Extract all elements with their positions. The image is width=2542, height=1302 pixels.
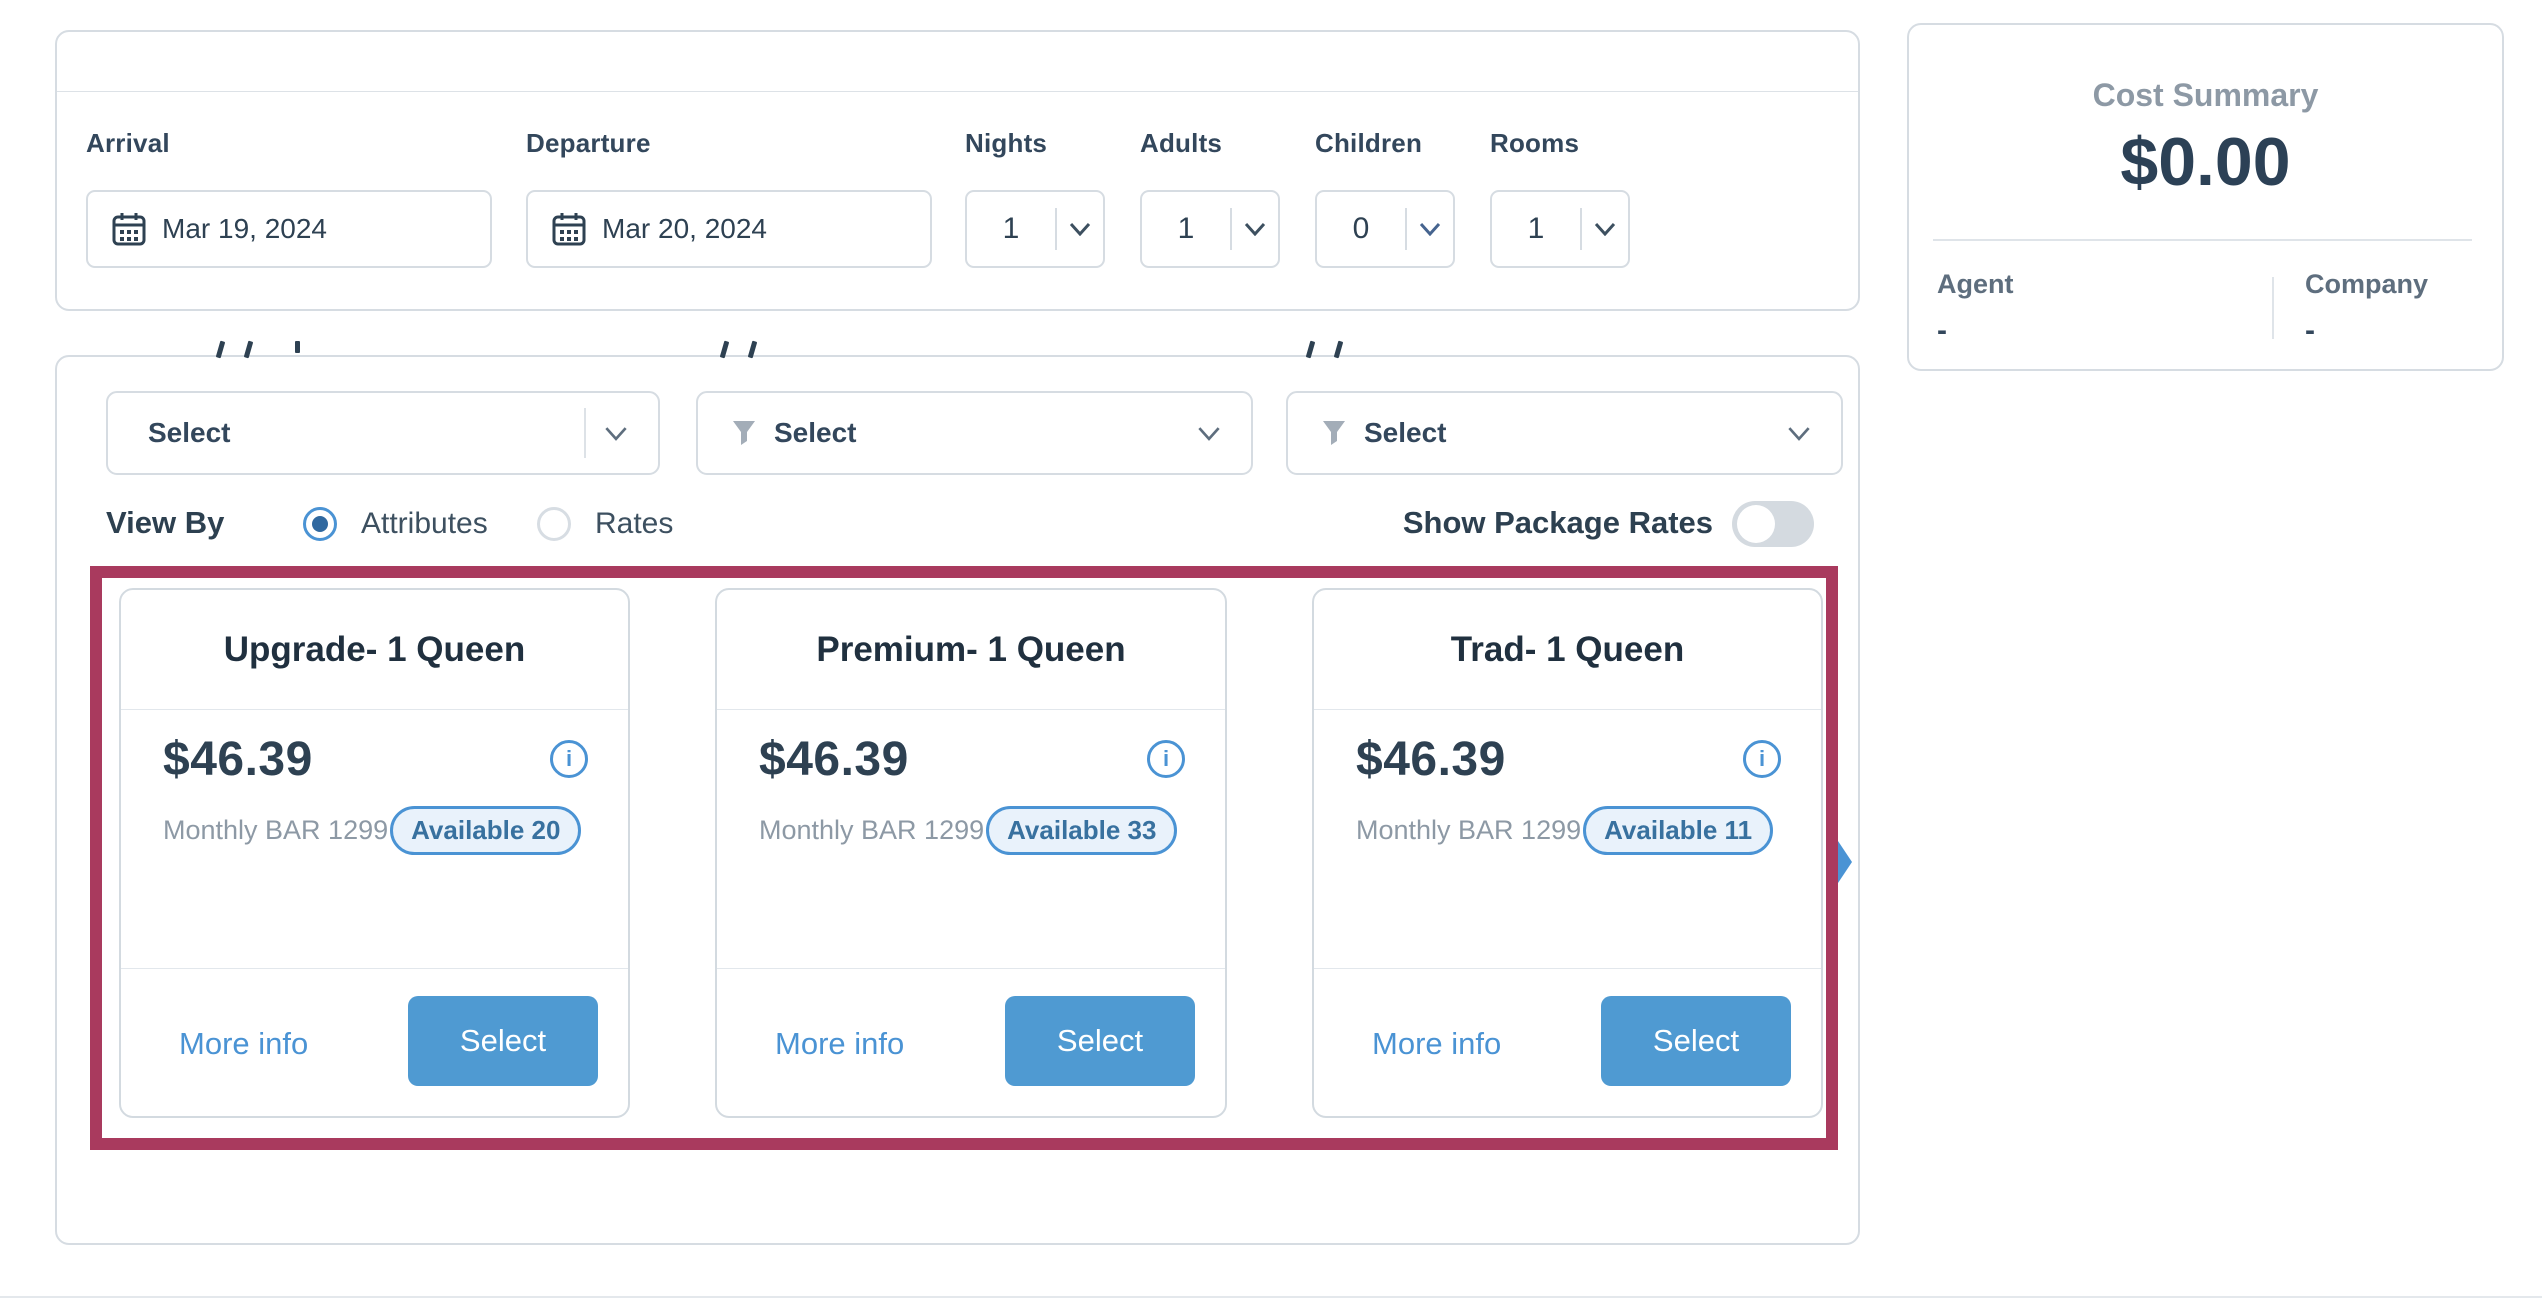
- select-room-button[interactable]: Select: [1005, 996, 1195, 1086]
- rate-row: Monthly BAR 1299 Available 20: [163, 806, 582, 855]
- cost-summary-title: Cost Summary: [2092, 77, 2319, 113]
- more-info-link[interactable]: More info: [775, 1026, 905, 1061]
- rate-row: Monthly BAR 1299 Available 11: [1356, 806, 1774, 855]
- cost-summary-card: Cost Summary $0.00 Agent - Company -: [1907, 23, 2504, 371]
- clipped-text-fragment: [295, 341, 300, 353]
- departure-label: Departure: [526, 128, 651, 158]
- availability-badge: Available 20: [390, 806, 582, 855]
- agent-value: -: [1937, 314, 1947, 347]
- arrival-label: Arrival: [86, 128, 170, 158]
- rate-plan-name: Monthly BAR 1299: [1356, 815, 1582, 845]
- rooms-value: 1: [1527, 212, 1545, 245]
- filter-select-2[interactable]: Select: [696, 391, 1253, 475]
- price-row: $46.39 i: [759, 732, 1185, 787]
- booking-bar-header-strip: [57, 32, 1858, 92]
- room-card-footer: More info Select: [1314, 968, 1821, 1116]
- room-card-footer: More info Select: [717, 968, 1225, 1116]
- room-card-upgrade-1-queen: Upgrade- 1 Queen $46.39 i Monthly BAR 12…: [119, 588, 630, 1118]
- price-row: $46.39 i: [1356, 732, 1781, 787]
- rate-plan-name: Monthly BAR 1299: [759, 815, 985, 845]
- room-title: Trad- 1 Queen: [1450, 629, 1685, 669]
- agent-column: Agent -: [1937, 269, 2014, 348]
- show-package-rates-label: Show Package Rates: [1402, 505, 1713, 540]
- package-rates-toggle[interactable]: [1732, 501, 1814, 547]
- cost-summary-total: $0.00: [2120, 124, 2291, 200]
- agent-label: Agent: [1937, 269, 2014, 299]
- chevron-down-icon: [1197, 426, 1221, 441]
- price-row: $46.39 i: [163, 732, 588, 787]
- radio-attributes[interactable]: [303, 507, 337, 541]
- calendar-icon: [112, 213, 146, 246]
- rate-row: Monthly BAR 1299 Available 33: [759, 806, 1178, 855]
- adults-label: Adults: [1140, 128, 1223, 158]
- room-title: Upgrade- 1 Queen: [223, 629, 526, 669]
- radio-attributes-label[interactable]: Attributes: [361, 507, 488, 540]
- page-bottom-divider: [0, 1296, 2542, 1298]
- rooms-label: Rooms: [1490, 128, 1580, 158]
- more-info-link[interactable]: More info: [179, 1026, 309, 1061]
- room-card-header: Upgrade- 1 Queen: [121, 590, 628, 710]
- info-icon[interactable]: i: [1743, 740, 1781, 778]
- toggle-knob-icon: [1737, 505, 1775, 543]
- more-info-link[interactable]: More info: [1372, 1026, 1502, 1061]
- children-label: Children: [1315, 128, 1423, 158]
- children-select[interactable]: 0: [1315, 190, 1455, 268]
- nights-label: Nights: [965, 128, 1048, 158]
- radio-rates[interactable]: [537, 507, 571, 541]
- chevron-down-icon: [1582, 222, 1628, 236]
- chevron-down-icon: [1407, 222, 1453, 236]
- calendar-icon: [552, 213, 586, 246]
- carousel-next-arrow[interactable]: [1828, 826, 1852, 898]
- room-price: $46.39: [163, 733, 313, 786]
- filter-select-3-value: Select: [1364, 417, 1447, 448]
- view-by-row: View By Attributes Rates Show Package Ra…: [106, 500, 1836, 548]
- rate-plan-name: Monthly BAR 1299: [163, 815, 389, 845]
- chevron-down-icon: [604, 426, 628, 441]
- radio-rates-label[interactable]: Rates: [595, 507, 674, 540]
- select-room-button[interactable]: Select: [408, 996, 598, 1086]
- adults-select[interactable]: 1: [1140, 190, 1280, 268]
- room-card-premium-1-queen: Premium- 1 Queen $46.39 i Monthly BAR 12…: [715, 588, 1227, 1118]
- nights-value: 1: [1002, 212, 1020, 245]
- info-icon[interactable]: i: [550, 740, 588, 778]
- filter-select-3[interactable]: Select: [1286, 391, 1843, 475]
- cost-summary-vertical-divider: [2272, 277, 2274, 339]
- availability-badge: Available 33: [986, 806, 1178, 855]
- departure-date-input[interactable]: Mar 20, 2024: [526, 190, 932, 268]
- chevron-down-icon: [1057, 222, 1103, 236]
- filter-select-1[interactable]: Select: [106, 391, 660, 475]
- company-value: -: [2305, 314, 2315, 347]
- availability-badge: Available 11: [1583, 806, 1774, 855]
- room-card-footer: More info Select: [121, 968, 628, 1116]
- filter-select-2-value: Select: [774, 417, 857, 448]
- chevron-down-icon: [1787, 426, 1811, 441]
- departure-date-value: Mar 20, 2024: [602, 213, 767, 244]
- chevron-down-icon: [1232, 222, 1278, 236]
- company-column: Company -: [2305, 269, 2428, 348]
- view-by-label: View By: [106, 505, 225, 540]
- arrival-date-input[interactable]: Mar 19, 2024: [86, 190, 492, 268]
- room-price: $46.39: [1356, 733, 1506, 786]
- children-value: 0: [1352, 212, 1370, 245]
- select-room-button[interactable]: Select: [1601, 996, 1791, 1086]
- filter-icon: [1323, 421, 1345, 445]
- filter-icon: [733, 421, 755, 445]
- room-title: Premium- 1 Queen: [816, 629, 1126, 669]
- room-card-trad-1-queen: Trad- 1 Queen $46.39 i Monthly BAR 1299 …: [1312, 588, 1823, 1118]
- room-price: $46.39: [759, 733, 909, 786]
- room-card-header: Premium- 1 Queen: [717, 590, 1225, 710]
- info-icon[interactable]: i: [1147, 740, 1185, 778]
- filter-select-1-value: Select: [148, 417, 231, 448]
- room-card-header: Trad- 1 Queen: [1314, 590, 1821, 710]
- cost-summary-divider: [1933, 239, 2472, 241]
- arrival-date-value: Mar 19, 2024: [162, 213, 327, 244]
- booking-bar-card: Arrival Mar 19, 2024 Departure: [55, 30, 1860, 311]
- adults-value: 1: [1177, 212, 1195, 245]
- rooms-select[interactable]: 1: [1490, 190, 1630, 268]
- company-label: Company: [2305, 269, 2429, 299]
- nights-select[interactable]: 1: [965, 190, 1105, 268]
